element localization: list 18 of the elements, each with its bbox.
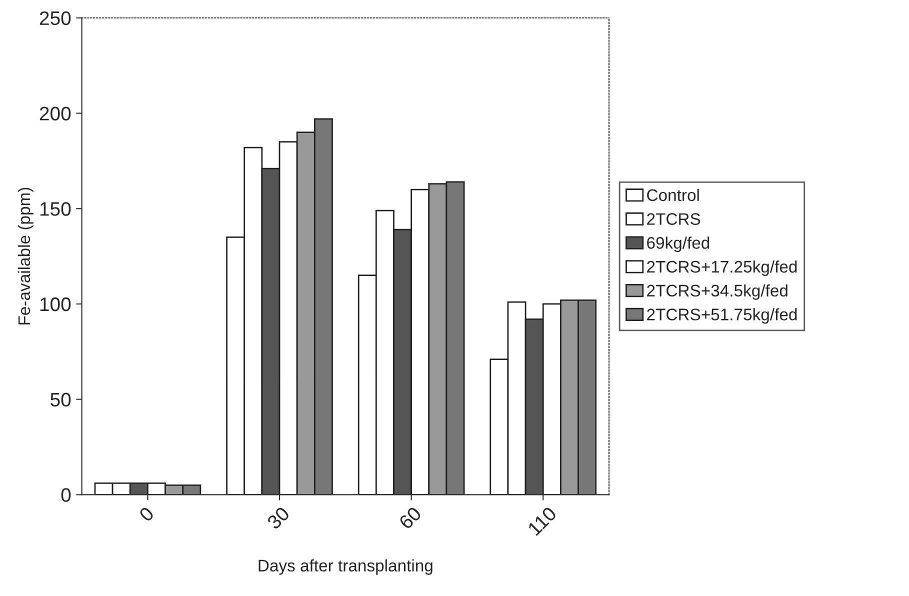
legend-label: 2TCRS+51.75kg/fed [647,308,797,324]
legend-label: 2TCRS [647,213,700,225]
x-tick-label: 60 [398,506,422,530]
y-tick-label: 100 [40,297,71,312]
legend-label: Control [647,188,699,202]
y-tick-label: 50 [50,392,71,407]
legend-label: 2TCRS+34.5kg/fed [647,284,788,300]
x-tick-label: 30 [266,506,290,530]
x-tick-label: 0 [138,506,155,522]
x-tick-label: 110 [527,506,558,536]
x-axis-title: Days after transplanting [258,559,432,575]
legend-label: 2TCRS+17.25kg/fed [647,260,797,276]
y-tick-label: 250 [40,11,71,26]
y-tick-label: 200 [40,106,71,120]
y-tick-label: 150 [40,202,71,216]
legend-label: 69kg/fed [647,236,710,252]
y-tick-label: 0 [61,488,71,502]
y-axis-title: Fe-available (ppm) [18,188,34,324]
